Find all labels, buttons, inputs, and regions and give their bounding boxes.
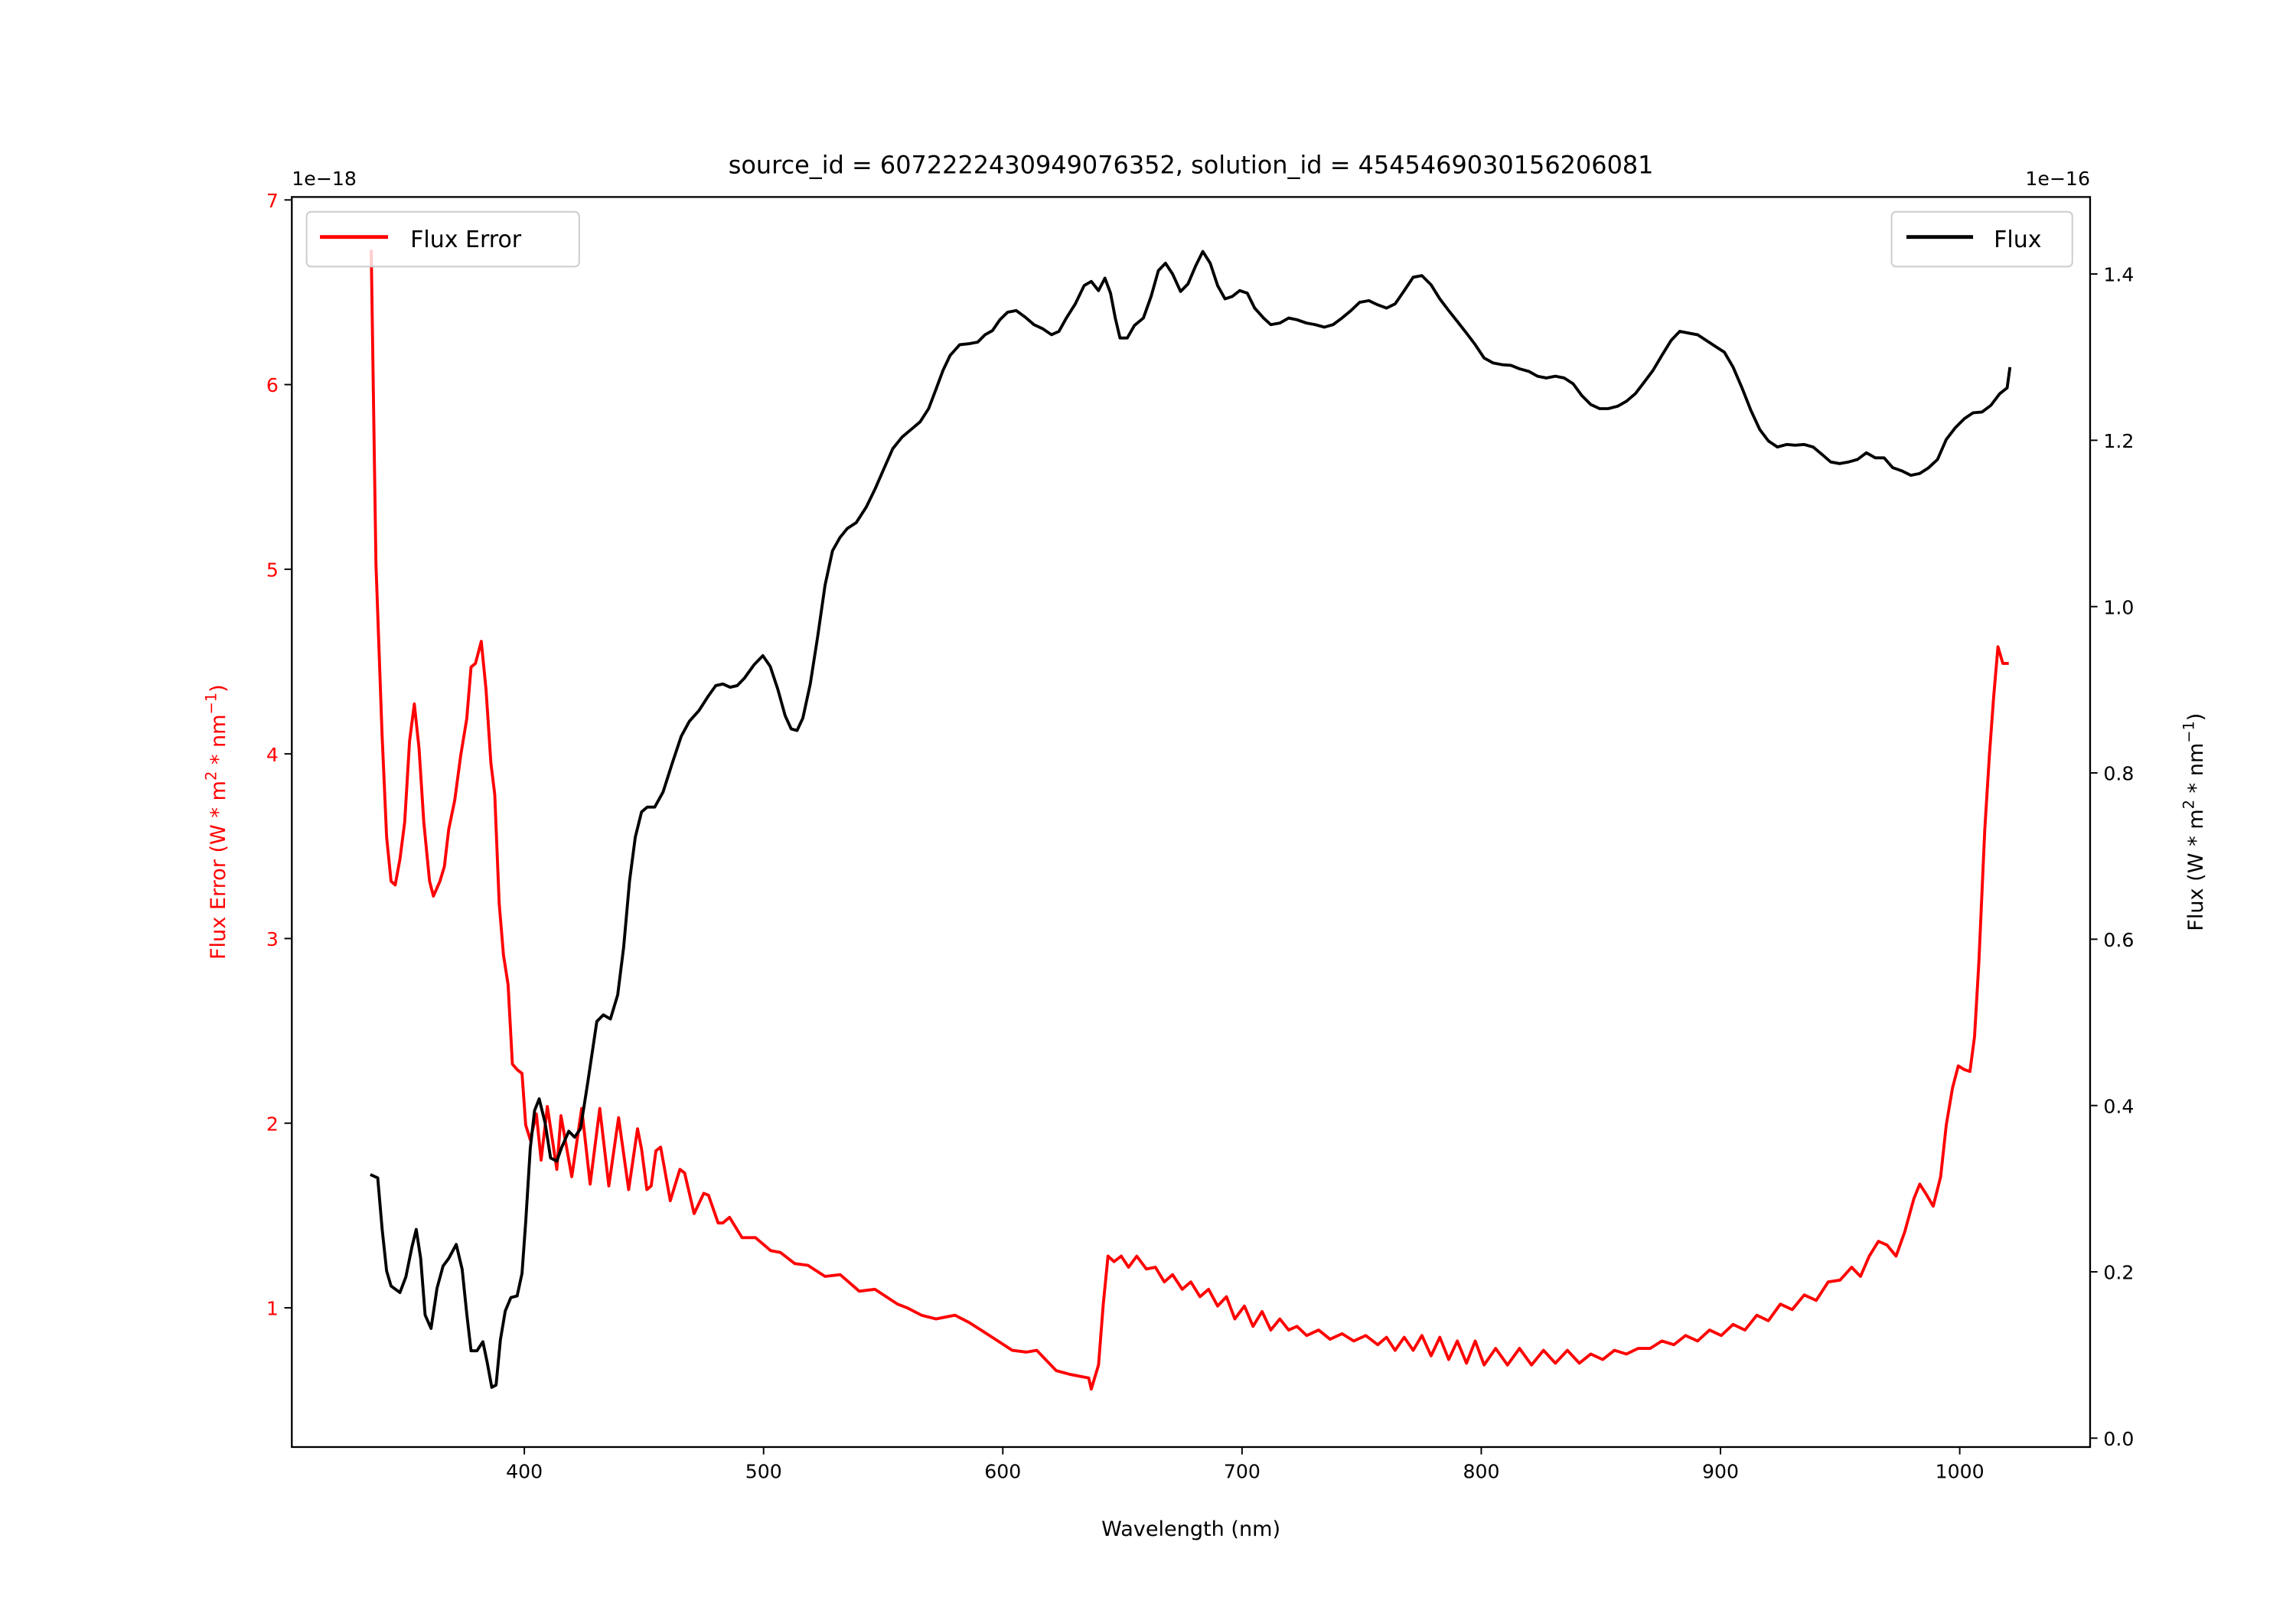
left-y-tick-label: 2: [266, 1113, 279, 1135]
x-tick-label: 500: [745, 1461, 782, 1483]
x-tick-label: 400: [506, 1461, 543, 1483]
legend-box: [305, 210, 580, 268]
right-y-tick-label: 0.2: [2103, 1262, 2134, 1284]
x-axis-label: Wavelength (nm): [1101, 1517, 1280, 1541]
left-y-tick-label: 7: [266, 190, 279, 212]
x-tick-label: 700: [1224, 1461, 1261, 1483]
series-line-flux-error: [370, 249, 2009, 1391]
legend-flux: Flux: [1890, 210, 2073, 268]
series-layer: [370, 249, 2012, 1391]
x-tick-label: 1000: [1936, 1461, 1985, 1483]
ticks-layer: 400 500 600 700 800 900 1000 1 2 3 4 5 6 7 0.0 0.2 0.4 0.…: [266, 190, 2135, 1483]
left-axis-offset-text: 1e−18: [292, 168, 357, 190]
left-y-tick-label: 6: [266, 374, 279, 396]
right-y-tick-label: 0.8: [2103, 763, 2134, 785]
x-tick-label: 900: [1702, 1461, 1739, 1483]
x-tick-label: 600: [984, 1461, 1021, 1483]
right-y-tick-label: 1.0: [2103, 596, 2134, 618]
x-tick-label: 800: [1463, 1461, 1499, 1483]
right-y-tick-label: 0.4: [2103, 1095, 2134, 1117]
left-y-tick-label: 5: [266, 559, 279, 582]
legend-label-flux: Flux: [1994, 227, 2041, 253]
legend-label-flux-error: Flux Error: [410, 227, 522, 253]
right-y-tick-label: 1.2: [2103, 430, 2134, 452]
right-y-tick-label: 1.4: [2103, 264, 2134, 286]
chart-title: source_id = 6072222430949076352, solutio…: [729, 150, 1654, 179]
right-y-tick-label: 0.0: [2103, 1428, 2134, 1450]
left-y-tick-label: 4: [266, 744, 279, 766]
plot-area-frame: [291, 196, 2092, 1449]
series-line-flux: [370, 249, 2012, 1389]
right-y-tick-label: 0.6: [2103, 929, 2134, 951]
right-axis-offset-text: 1e−16: [2025, 168, 2090, 190]
right-axis-label: Flux (W * m2 * nm−1): [2180, 713, 2208, 931]
left-y-tick-label: 1: [266, 1298, 279, 1320]
left-y-tick-label: 3: [266, 928, 279, 950]
left-axis-label: Flux Error (W * m2 * nm−1): [203, 684, 231, 960]
legend-box: [1890, 210, 2073, 268]
legend-flux-error: Flux Error: [305, 210, 580, 268]
